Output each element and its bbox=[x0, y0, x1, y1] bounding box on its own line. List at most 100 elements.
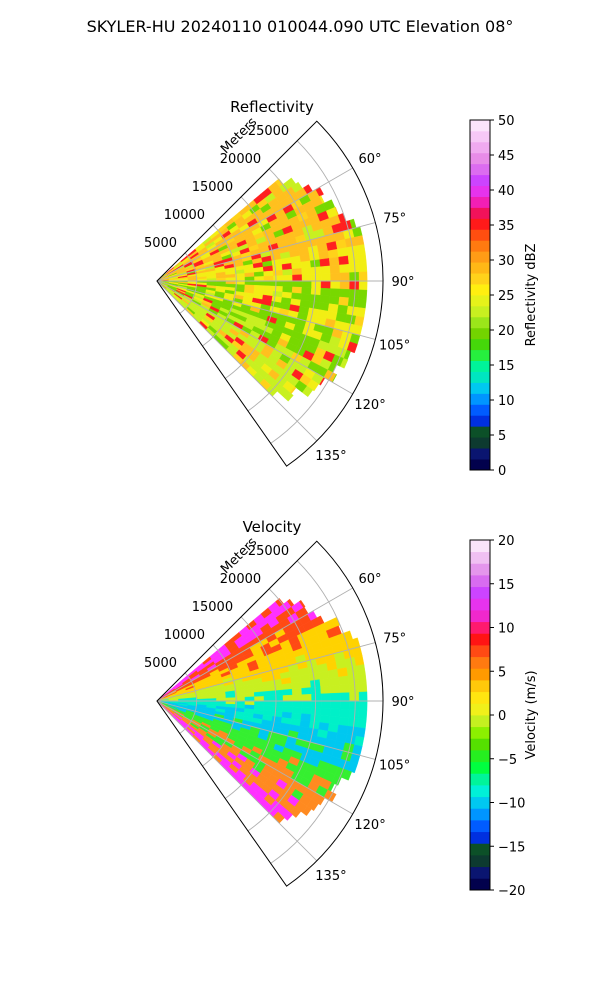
radar-cell bbox=[311, 273, 322, 282]
colorbar-swatch bbox=[470, 726, 490, 739]
colorbar-swatch bbox=[470, 866, 490, 879]
radar-cell bbox=[328, 715, 340, 726]
radar-cell bbox=[225, 273, 236, 279]
radar-cell bbox=[272, 689, 284, 697]
radar-cell bbox=[263, 280, 274, 287]
colorbar-swatch bbox=[470, 773, 490, 786]
colorbar-swatch bbox=[470, 785, 490, 798]
range-ring bbox=[270, 560, 356, 864]
range-ring bbox=[224, 196, 277, 379]
radar-cell bbox=[292, 274, 303, 282]
radar-cell bbox=[310, 686, 322, 695]
radar-cell bbox=[282, 274, 293, 282]
range-ring bbox=[270, 140, 356, 444]
radar-cell bbox=[337, 667, 349, 678]
angle-gridline bbox=[156, 700, 376, 760]
range-ring bbox=[179, 672, 198, 734]
angle-gridline bbox=[156, 700, 318, 862]
radar-cell bbox=[358, 700, 368, 711]
colorbar-tick-label: 15 bbox=[498, 359, 515, 374]
colorbar-swatch bbox=[470, 120, 490, 132]
range-tick-label: 15000 bbox=[192, 180, 233, 195]
colorbar-swatch bbox=[470, 295, 490, 307]
radar-cell bbox=[357, 673, 367, 684]
angle-tick-label: 60° bbox=[359, 152, 382, 167]
colorbar-swatch bbox=[470, 415, 490, 427]
radar-cell bbox=[225, 693, 236, 699]
radar-cell bbox=[234, 273, 246, 278]
radar-cell bbox=[291, 268, 303, 276]
angle-gridline bbox=[156, 700, 353, 815]
colorbar-swatch bbox=[470, 738, 490, 751]
radar-cell bbox=[319, 295, 331, 304]
radar-cell bbox=[343, 769, 352, 781]
reflectivity-panel: Reflectivity60°75°90°105°120°135°5000100… bbox=[144, 98, 539, 479]
angle-tick-label: 135° bbox=[315, 449, 346, 464]
radar-cell bbox=[282, 700, 293, 708]
radar-cell bbox=[301, 287, 312, 295]
radar-cell bbox=[349, 271, 360, 282]
panel-title: Reflectivity bbox=[230, 98, 314, 116]
colorbar-swatch bbox=[470, 327, 490, 340]
radar-cell bbox=[311, 280, 322, 289]
colorbar-swatch bbox=[470, 843, 490, 856]
radar-cell bbox=[320, 700, 331, 709]
radar-cell bbox=[358, 280, 368, 291]
angle-tick-label: 120° bbox=[354, 398, 385, 413]
radar-cell bbox=[358, 289, 368, 300]
figure-title: SKYLER-HU 20240110 010044.090 UTC Elevat… bbox=[87, 17, 514, 36]
colorbar-swatch bbox=[470, 598, 490, 611]
colorbar-swatch bbox=[470, 855, 490, 868]
radar-cell bbox=[320, 287, 331, 297]
radar-cell bbox=[330, 700, 341, 710]
radar-cell bbox=[310, 287, 322, 296]
radar-cell bbox=[292, 700, 303, 708]
radar-cell bbox=[348, 683, 360, 693]
radar-cell bbox=[358, 682, 368, 693]
colorbar-swatch bbox=[470, 141, 490, 154]
radar-cell bbox=[272, 264, 283, 272]
radar-cell bbox=[300, 680, 312, 689]
radar-cell bbox=[311, 700, 322, 709]
radar-cell bbox=[330, 272, 341, 282]
radar-cell bbox=[282, 268, 293, 276]
radar-cell bbox=[358, 262, 368, 273]
radar-cell bbox=[357, 298, 367, 309]
range-tick-label: 25000 bbox=[248, 544, 289, 559]
radar-cell bbox=[346, 761, 358, 774]
colorbar-swatch bbox=[470, 349, 490, 362]
radar-cell bbox=[355, 664, 366, 675]
radar-cell bbox=[349, 700, 360, 711]
radar-cell bbox=[329, 684, 341, 694]
radar-cell bbox=[284, 812, 293, 821]
angle-tick-label: 120° bbox=[354, 818, 385, 833]
colorbar-tick-label: 10 bbox=[498, 622, 515, 637]
radar-cell bbox=[254, 696, 265, 702]
radar-cell bbox=[291, 681, 302, 690]
radar-cell bbox=[281, 263, 293, 271]
radar-cell bbox=[318, 670, 330, 680]
radar-cell bbox=[348, 709, 360, 719]
colorbar-swatch bbox=[470, 305, 490, 318]
radar-cell bbox=[282, 280, 293, 288]
colorbar-swatch bbox=[470, 808, 490, 821]
colorbar-swatch bbox=[470, 761, 490, 774]
radar-cell bbox=[244, 696, 255, 702]
colorbar-tick-label: 10 bbox=[498, 394, 515, 409]
colorbar: −20 −15 −10 −5 0 5 10 15 20 Velocity (m/s) bbox=[469, 534, 539, 899]
colorbar-swatch bbox=[470, 426, 490, 438]
colorbar-swatch bbox=[470, 152, 490, 165]
radar-cell bbox=[244, 280, 255, 286]
radar-cell bbox=[272, 269, 284, 277]
polar-frame bbox=[156, 120, 384, 467]
colorbar-swatch bbox=[470, 621, 490, 634]
radar-cell bbox=[354, 655, 365, 667]
angle-gridline bbox=[156, 222, 376, 282]
range-tick-label: 20000 bbox=[220, 152, 261, 167]
colorbar-swatch bbox=[470, 656, 490, 669]
colorbar-tick-label: −15 bbox=[498, 840, 525, 855]
colorbar-swatch bbox=[470, 262, 490, 274]
radar-cell bbox=[216, 697, 227, 702]
radar-cell bbox=[235, 276, 246, 282]
